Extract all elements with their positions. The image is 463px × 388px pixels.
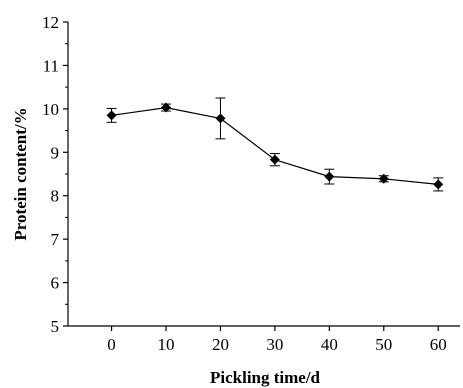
y-tick-label: 11 — [43, 56, 59, 75]
x-tick-label: 40 — [321, 335, 338, 354]
y-tick-label: 12 — [42, 13, 59, 32]
data-point — [378, 173, 389, 184]
y-tick-label: 7 — [51, 230, 60, 249]
series-line — [111, 106, 439, 185]
data-point — [215, 113, 226, 124]
y-axis-ticks: 5 6 7 8 9 10 11 12 — [42, 13, 68, 336]
x-tick-label: 60 — [430, 335, 447, 354]
data-point — [106, 110, 117, 121]
data-point — [161, 102, 171, 113]
y-tick-label: 9 — [51, 143, 60, 162]
axes — [67, 22, 460, 327]
x-tick-label: 10 — [158, 335, 175, 354]
x-tick-label: 20 — [212, 335, 229, 354]
x-tick-label: 50 — [375, 335, 392, 354]
data-point — [269, 154, 280, 165]
y-tick-label: 6 — [51, 274, 60, 293]
x-tick-label: 30 — [266, 335, 283, 354]
y-tick-label: 5 — [51, 317, 60, 336]
data-point — [324, 171, 335, 182]
y-axis-title: Protein content/% — [11, 107, 30, 240]
x-tick-label: 0 — [107, 335, 116, 354]
data-point — [433, 179, 444, 190]
x-axis-ticks: 0 10 20 30 40 50 60 — [107, 326, 447, 354]
y-tick-label: 8 — [51, 187, 60, 206]
plot-area — [106, 97, 444, 192]
x-axis-title: Pickling time/d — [210, 368, 321, 387]
y-tick-label: 10 — [42, 100, 59, 119]
